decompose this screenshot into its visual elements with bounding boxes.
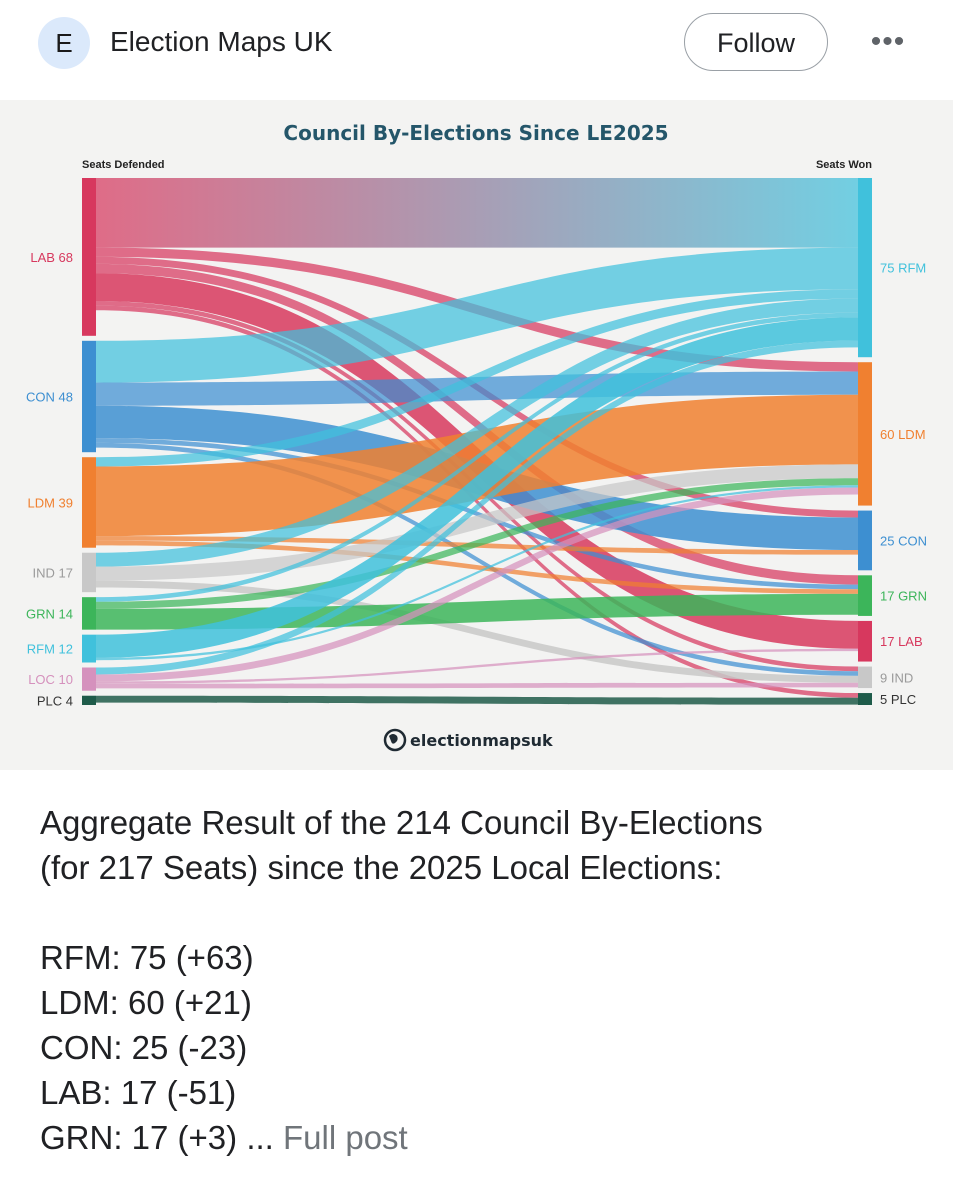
post-line-1: Aggregate Result of the 214 Council By-E… [40,804,763,841]
globe-land-shape [389,734,398,744]
left-label-grn: GRN 14 [26,606,73,621]
right-node-con [858,510,872,571]
follow-button[interactable]: Follow [684,13,828,71]
right-label-con: 25 CON [880,533,927,548]
credit-text: electionmapsuk [410,731,553,750]
author-name[interactable]: Election Maps UK [110,26,333,57]
left-node-ldm [82,457,96,548]
flow-grn-to-rfm [96,312,858,602]
right-node-ind [858,666,872,689]
right-label-grn: 17 GRN [880,589,927,604]
label-group: LAB 68 CON 48 LDM 39 IND 17 GRN 14 RFM 12 LOC … [26,250,927,708]
flow-loc-to-ind [96,682,858,689]
flow-rfm-to-rfm [96,317,858,658]
flow-con-to-rfm [96,247,858,383]
left-label-loc: LOC 10 [28,672,73,687]
post-text: Aggregate Result of the 214 Council By-E… [40,800,920,1160]
left-node-con [82,340,96,453]
left-node-loc [82,667,96,691]
credit: electionmapsuk [383,728,553,752]
flow-ind-to-rfm [96,298,858,567]
left-node-ind [82,552,96,593]
result-line: LAB: 17 (-51) [40,1074,237,1111]
avatar[interactable]: E [38,17,90,69]
chart-title: Council By-Elections Since LE2025 [283,121,668,145]
flow-ldm-to-rfm [96,289,858,467]
flow-rfm-to-ldm [96,485,858,661]
spacer [40,890,920,935]
flow-con-to-grn [96,438,858,590]
post-header: E Election Maps UK Follow ••• [0,0,953,86]
result-line-grn: GRN: 17 (+3) ... [40,1119,274,1156]
flow-con-to-ind [96,442,858,676]
left-label-lab: LAB 68 [30,250,73,265]
post-line-2: (for 217 Seats) since the 2025 Local Ele… [40,849,723,886]
flow-ind-to-ldm [96,464,858,581]
right-node-ldm [858,362,872,506]
flow-group [96,178,858,705]
left-label-con: CON 48 [26,390,73,405]
flow-loc-to-rfm [96,340,858,675]
result-line: LDM: 60 (+21) [40,984,252,1021]
flow-lab-to-plc [96,305,858,698]
globe-icon [383,728,407,752]
left-node-lab [82,178,96,336]
node-group [82,178,872,705]
more-options-icon[interactable]: ••• [870,25,906,58]
flow-ind-to-ind [96,580,858,683]
right-node-rfm [858,178,872,358]
right-label-ind: 9 IND [880,670,913,685]
post-image[interactable]: Council By-Elections Since LE2025 Seats … [0,100,953,770]
full-post-link[interactable]: Full post [283,1119,408,1156]
flow-lab-to-rfm [96,178,858,248]
left-label-ind: IND 17 [33,565,73,580]
result-line: CON: 25 (-23) [40,1029,248,1066]
left-node-grn [82,597,96,630]
flow-loc-to-lab [96,648,858,684]
flow-loc-to-ldm [96,487,858,682]
flow-plc-to-plc [96,695,858,705]
right-node-plc [858,693,872,705]
right-label-ldm: 60 LDM [880,427,926,442]
flow-grn-to-ldm [96,478,858,609]
flow-ldm-to-grn [96,540,858,594]
sankey-chart: Council By-Elections Since LE2025 Seats … [0,100,953,770]
left-label-rfm: RFM 12 [27,642,73,657]
left-label-plc: PLC 4 [37,693,73,708]
result-line-last: GRN: 17 (+3) ... Full post [40,1115,920,1160]
right-axis-label: Seats Won [816,159,872,171]
flow-ldm-to-ldm [96,394,858,537]
right-node-lab [858,620,872,662]
right-node-grn [858,575,872,616]
flow-lab-to-grn [96,263,858,585]
right-label-plc: 5 PLC [880,692,916,707]
left-axis-label: Seats Defended [82,159,165,171]
right-label-lab: 17 LAB [880,634,923,649]
left-node-rfm [82,634,96,663]
left-node-plc [82,695,96,705]
right-label-rfm: 75 RFM [880,261,926,276]
result-line: RFM: 75 (+63) [40,939,254,976]
left-label-ldm: LDM 39 [27,495,73,510]
